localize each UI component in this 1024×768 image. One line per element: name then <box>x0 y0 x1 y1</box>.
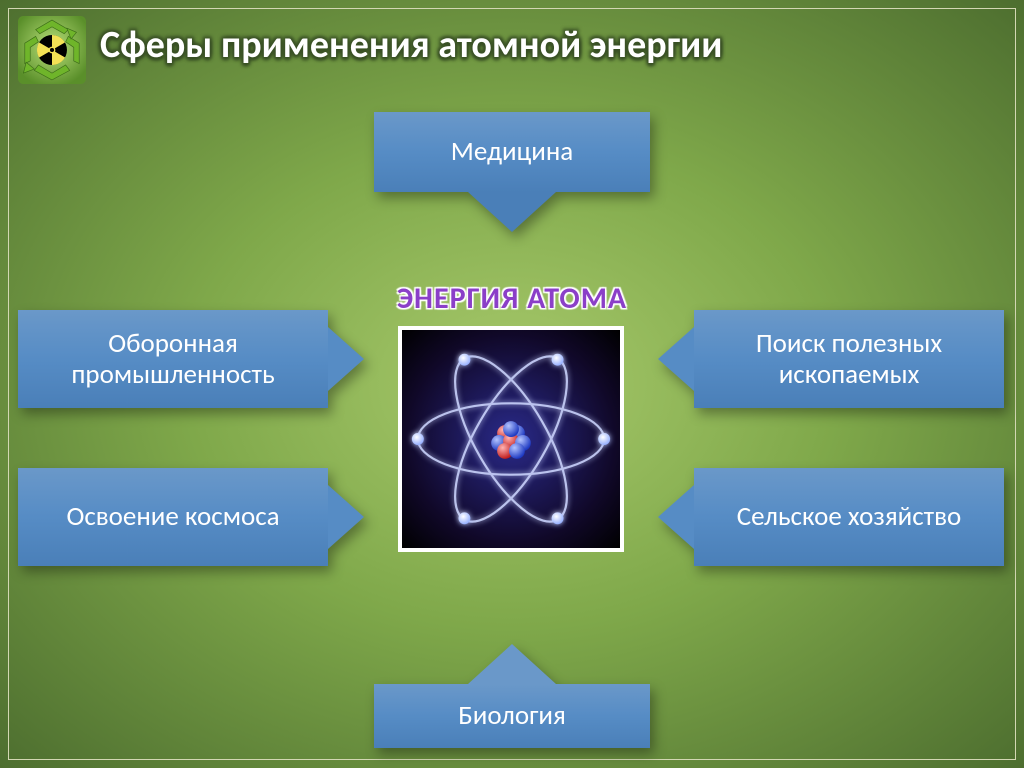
arrow-down-icon <box>468 192 556 232</box>
callout-label: Сельское хозяйство <box>737 501 962 532</box>
callout-defense-industry: Оборонная промышленность <box>18 310 328 408</box>
callout-mineral-prospecting: Поиск полезных ископаемых <box>694 310 1004 408</box>
callout-medicine: Медицина <box>374 112 650 192</box>
arrow-left-icon <box>658 485 694 549</box>
arrow-right-icon <box>328 485 364 549</box>
center-label: ЭНЕРГИЯ АТОМА <box>397 280 627 317</box>
arrow-left-icon <box>658 327 694 391</box>
arrow-right-icon <box>328 327 364 391</box>
arrow-up-icon <box>468 644 556 684</box>
callout-label: Поиск полезных ископаемых <box>698 328 1000 390</box>
callout-space-exploration: Освоение космоса <box>18 468 328 566</box>
callout-label: Оборонная промышленность <box>22 328 324 390</box>
radiation-recycle-icon <box>18 16 86 84</box>
callout-label: Биология <box>458 700 566 731</box>
callout-biology: Биология <box>374 684 650 748</box>
callout-label: Медицина <box>451 136 573 167</box>
slide-title: Сферы применения атомной энергии <box>100 22 722 68</box>
callout-agriculture: Сельское хозяйство <box>694 468 1004 566</box>
atom-image <box>398 326 624 552</box>
callout-label: Освоение космоса <box>66 501 279 532</box>
